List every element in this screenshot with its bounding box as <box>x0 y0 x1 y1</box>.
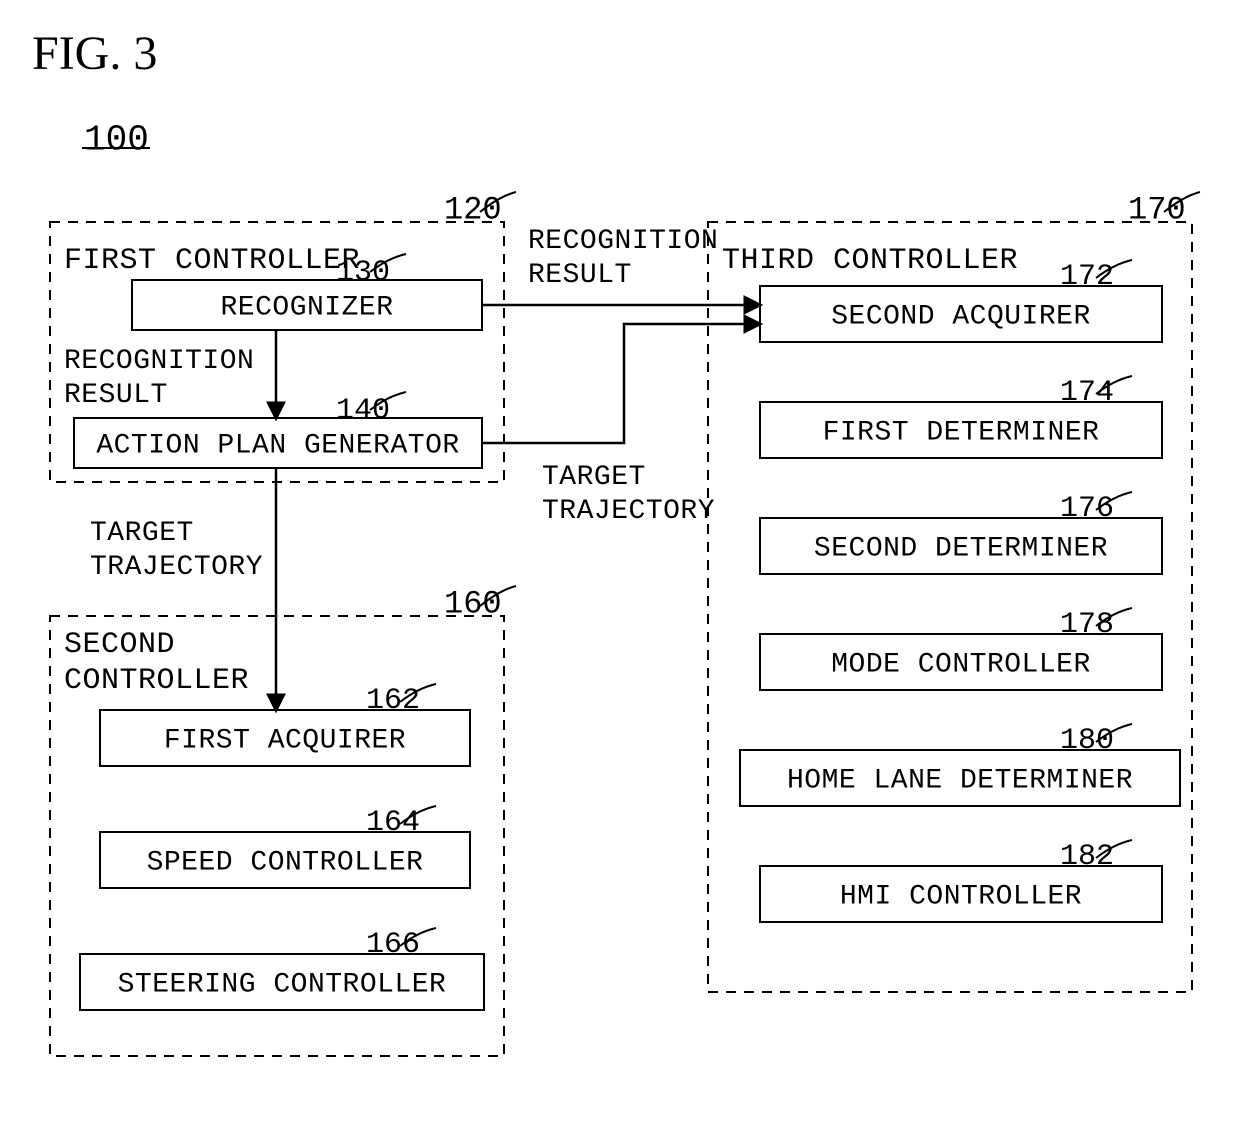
figure-label: FIG. 3 <box>32 27 157 80</box>
speed-controller: SPEED CONTROLLER 164 <box>100 806 470 888</box>
edge-actionplan-to-secondacquirer: TARGETTRAJECTORY <box>482 324 760 527</box>
edge-recognizer-to-secondacquirer-label: RECOGNITIONRESULT <box>528 226 718 291</box>
first-controller-ref: 120 <box>444 191 502 228</box>
assembly-ref: 100 <box>84 120 149 161</box>
edge-recognizer-to-secondacquirer: RECOGNITIONRESULT <box>482 226 760 305</box>
edge-actionplan-to-firstacquirer-label: TARGETTRAJECTORY <box>90 518 263 583</box>
hmi-controller-ref: 182 <box>1060 840 1114 874</box>
second-controller: SECONDCONTROLLER 160 FIRST ACQUIRER 162 SPEE… <box>50 585 516 1056</box>
first-controller-title: FIRST CONTROLLER <box>64 244 360 278</box>
first-determiner-ref: 174 <box>1060 376 1114 410</box>
second-controller-title: SECONDCONTROLLER <box>64 628 249 698</box>
speed-controller-ref: 164 <box>366 806 420 840</box>
steering-controller-label: STEERING CONTROLLER <box>118 969 447 1000</box>
speed-controller-label: SPEED CONTROLLER <box>147 847 424 878</box>
edge-recognizer-to-actionplan-label: RECOGNITIONRESULT <box>64 346 254 411</box>
hmi-controller-label: HMI CONTROLLER <box>840 881 1082 912</box>
home-lane-determiner: HOME LANE DETERMINER 180 <box>740 724 1180 806</box>
mode-controller-label: MODE CONTROLLER <box>831 649 1091 680</box>
action-plan-ref: 140 <box>336 394 390 428</box>
first-acquirer-ref: 162 <box>366 684 420 718</box>
second-determiner-ref: 176 <box>1060 492 1114 526</box>
third-controller: THIRD CONTROLLER 170 SECOND ACQUIRER 172 FIR… <box>708 191 1200 992</box>
second-acquirer-ref: 172 <box>1060 260 1114 294</box>
recognizer-ref: 130 <box>336 256 390 290</box>
third-controller-ref: 170 <box>1128 191 1186 228</box>
first-determiner-label: FIRST DETERMINER <box>823 417 1100 448</box>
home-lane-determiner-ref: 180 <box>1060 724 1114 758</box>
edge-actionplan-to-secondacquirer-label: TARGETTRAJECTORY <box>542 462 715 527</box>
steering-controller: STEERING CONTROLLER 166 <box>80 928 484 1010</box>
first-controller: FIRST CONTROLLER 120 RECOGNIZER130 ACTION P… <box>50 191 516 482</box>
second-determiner-label: SECOND DETERMINER <box>814 533 1108 564</box>
first-acquirer-label: FIRST ACQUIRER <box>164 725 406 756</box>
first-determiner: FIRST DETERMINER 174 <box>760 376 1162 458</box>
mode-controller: MODE CONTROLLER 178 <box>760 608 1162 690</box>
third-controller-title: THIRD CONTROLLER <box>722 244 1018 278</box>
mode-controller-ref: 178 <box>1060 608 1114 642</box>
second-controller-ref: 160 <box>444 585 502 622</box>
second-determiner: SECOND DETERMINER 176 <box>760 492 1162 574</box>
steering-controller-ref: 166 <box>366 928 420 962</box>
action-plan-label: ACTION PLAN GENERATOR <box>96 430 459 461</box>
hmi-controller: HMI CONTROLLER 182 <box>760 840 1162 922</box>
home-lane-determiner-label: HOME LANE DETERMINER <box>787 765 1133 796</box>
second-acquirer-label: SECOND ACQUIRER <box>831 301 1091 332</box>
edge-recognizer-to-actionplan: RECOGNITIONRESULT <box>64 330 276 418</box>
recognizer-label: RECOGNIZER <box>220 292 393 323</box>
